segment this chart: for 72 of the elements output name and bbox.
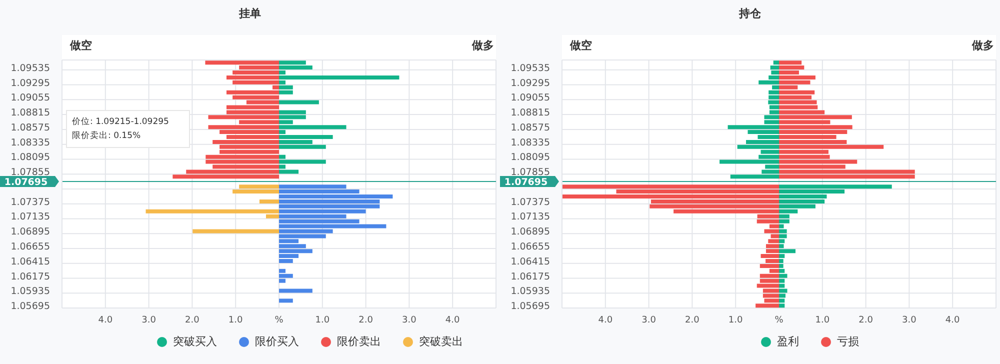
y-tick-label: 1.08575 [10, 122, 50, 134]
x-tick-label: 2.0 [358, 315, 374, 326]
y-tick-label: 1.07135 [10, 212, 50, 223]
y-tick-label: 1.06175 [510, 271, 550, 282]
x-tick-label: 1.0 [815, 315, 830, 326]
bar [279, 288, 312, 293]
y-tick-label: 1.06655 [510, 242, 550, 252]
x-tick-label: 3.0 [642, 315, 656, 326]
y-tick-label: 1.08815 [510, 108, 550, 119]
text: 做多 [972, 38, 994, 53]
bar [279, 100, 319, 104]
y-tick-label: 1.07375 [510, 196, 550, 208]
bar [192, 229, 279, 234]
y-tick-label: 1.08815 [10, 108, 50, 119]
legend-label: 亏损 [837, 334, 859, 349]
y-tick-label: 1.08095 [10, 152, 50, 164]
annotation: 价位: 1.09215-1.09295 [72, 116, 170, 129]
y-tick-label: 1.07695 [504, 177, 548, 188]
legend-label: 突破卖出 [419, 334, 463, 349]
y-tick-label: 1.09295 [510, 78, 550, 89]
chart-title: 挂单 [238, 6, 262, 22]
x-tick-label: 2.0 [858, 315, 874, 326]
y-tick-label: 1.09295 [10, 78, 50, 89]
legend-label: 限价卖出 [337, 334, 381, 349]
x-tick-label: 2.0 [185, 315, 200, 326]
x-tick-label: 4.0 [598, 315, 613, 326]
chart-title: 持仓 [738, 6, 762, 22]
annotation: 限价卖出: 0.15% [72, 130, 142, 143]
x-tick-label: 1.0 [228, 315, 244, 326]
x-tick-label: % [274, 315, 284, 326]
y-tick-label: 1.09535 [10, 62, 50, 74]
y-tick-label: 1.07375 [10, 196, 50, 208]
x-tick-label: 4.0 [445, 315, 460, 326]
y-tick-label: 1.08335 [510, 137, 550, 148]
bar [279, 298, 293, 303]
x-tick-label: 1.0 [728, 315, 744, 326]
bar [259, 199, 279, 204]
tooltip-box: 价位: 1.09215-1.09295 限价卖出: 0.15% [66, 110, 190, 148]
x-tick-label: 1.0 [315, 315, 330, 326]
legend-label: 限价买入 [255, 334, 299, 349]
y-tick-label: 1.05935 [510, 286, 550, 298]
x-tick-label: 4.0 [98, 315, 113, 326]
y-tick-label: 1.08095 [510, 152, 550, 164]
y-tick-label: 1.09535 [510, 62, 550, 74]
y-tick-label: 1.08575 [510, 122, 550, 134]
y-tick-label: 1.07695 [4, 177, 48, 188]
y-tick-label: 1.06175 [10, 271, 50, 282]
y-tick-label: 1.06895 [10, 226, 50, 238]
y-tick-label: 1.09055 [10, 92, 50, 104]
y-tick-label: 1.06895 [510, 226, 550, 238]
y-tick-label: 1.05695 [510, 301, 550, 312]
x-tick-label: 3.0 [142, 315, 156, 326]
x-tick-label: % [774, 315, 784, 326]
y-tick-label: 1.06415 [10, 256, 50, 268]
y-tick-label: 1.06415 [510, 256, 550, 268]
x-tick-label: 2.0 [685, 315, 700, 326]
x-tick-label: 3.0 [402, 315, 417, 326]
text: 做多 [472, 38, 494, 53]
y-tick-label: 1.07135 [510, 212, 550, 223]
y-tick-label: 1.07855 [510, 167, 550, 178]
text: 做空 [70, 38, 92, 53]
y-tick-label: 1.07855 [10, 167, 50, 178]
y-tick-label: 1.08335 [10, 137, 50, 148]
x-tick-label: 4.0 [945, 315, 960, 326]
x-tick-label: 3.0 [902, 315, 917, 326]
y-tick-label: 1.06655 [10, 242, 50, 252]
legend-label: 盈利 [777, 334, 799, 349]
y-tick-label: 1.05695 [10, 301, 50, 312]
text: 做空 [570, 38, 592, 53]
legend-label: 突破买入 [173, 334, 217, 349]
y-tick-label: 1.05935 [10, 286, 50, 298]
y-tick-label: 1.09055 [510, 92, 550, 104]
